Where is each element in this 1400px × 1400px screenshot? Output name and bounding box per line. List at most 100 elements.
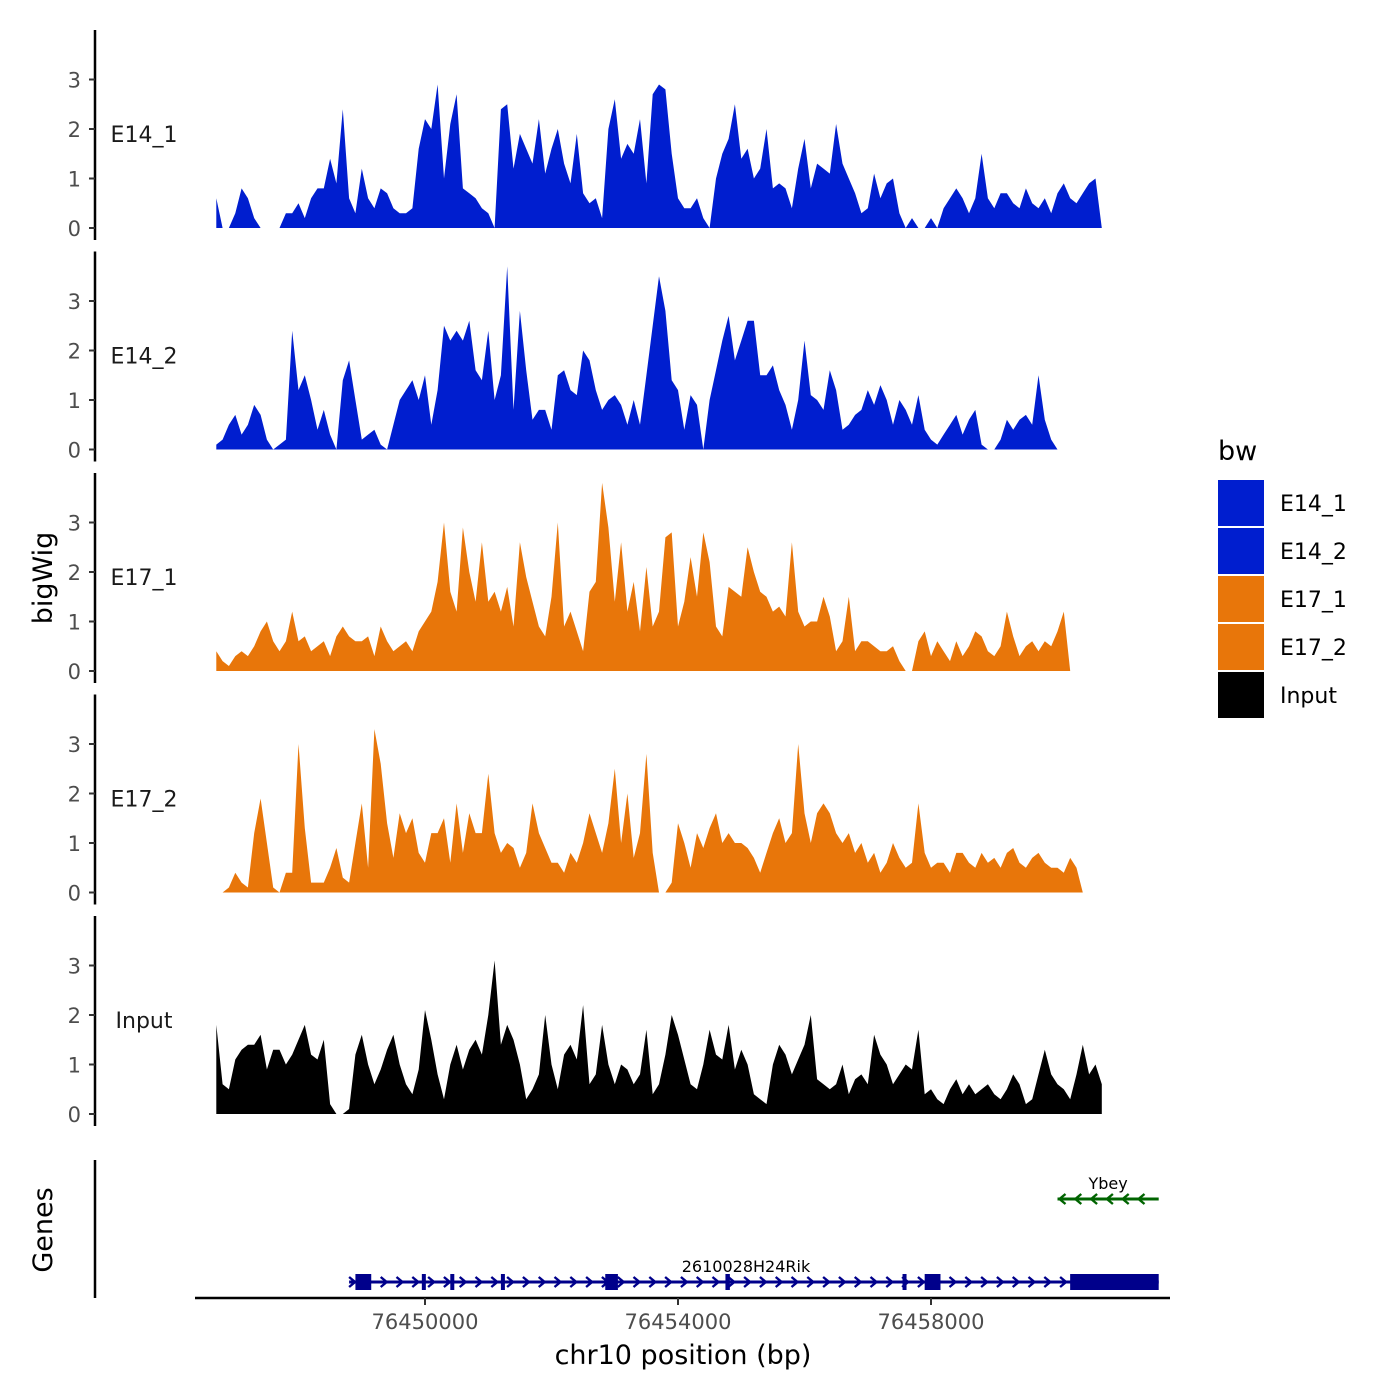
legend-title: bw: [1218, 436, 1257, 467]
y-tick-label: 0: [68, 1103, 81, 1127]
strand-arrow: [759, 1276, 768, 1288]
exon-block: [725, 1274, 730, 1290]
genes-axis-title: Genes: [28, 1187, 59, 1272]
coverage-area-e14-2: [216, 266, 1096, 450]
strand-arrow: [996, 1276, 1005, 1288]
legend: bw E14_1 E14_2 E17_1 E17_2 Input: [1218, 436, 1347, 718]
strand-arrow: [490, 1276, 500, 1288]
legend-label: Input: [1280, 684, 1337, 709]
y-tick-label: 0: [68, 882, 81, 906]
y-tick-label: 1: [68, 1054, 81, 1078]
y-tick-label: 3: [68, 512, 81, 536]
y-tick-label: 1: [68, 611, 81, 635]
y-tick-label: 0: [68, 660, 81, 684]
strand-arrow: [585, 1276, 594, 1288]
legend-label: E14_2: [1280, 540, 1347, 565]
legend-key: [1218, 672, 1264, 718]
legend-key: [1218, 480, 1264, 526]
panel-e14-1: 0 1 2 3 E14_1: [68, 30, 1102, 241]
facet-label: E17_2: [111, 788, 178, 813]
strand-arrow: [1105, 1193, 1114, 1205]
coverage-area-input: [216, 960, 1102, 1114]
y-tick-label: 3: [68, 69, 81, 93]
x-tick-label: 76454000: [625, 1310, 732, 1334]
strand-arrow: [458, 1276, 468, 1288]
strand-arrow: [695, 1276, 705, 1288]
x-tick-label: 76458000: [878, 1310, 985, 1334]
facet-label: E14_2: [111, 345, 178, 370]
strand-arrow: [379, 1276, 389, 1288]
panel-e17-1: 0 1 2 3 E17_1: [68, 473, 1071, 684]
coverage-panels: 0 1 2 3 E14_1 0 1 2 3 E14_2 0 1 2 3 E17_1 0 1 2 3 E17_2 0 1 2 3…: [68, 30, 1102, 1127]
strand-arrow: [948, 1276, 958, 1288]
y-tick-label: 2: [68, 783, 81, 807]
strand-arrow: [885, 1276, 895, 1288]
strand-arrow: [1011, 1276, 1021, 1288]
y-tick-label: 3: [68, 290, 81, 314]
strand-arrow: [1043, 1276, 1053, 1288]
strand-arrow: [569, 1276, 579, 1288]
strand-arrow: [443, 1276, 452, 1288]
exon-block: [1070, 1274, 1159, 1290]
y-tick-label: 1: [68, 168, 81, 192]
strand-arrow: [537, 1276, 547, 1288]
strand-arrow: [474, 1276, 484, 1288]
strand-arrow: [1073, 1193, 1083, 1205]
strand-arrow: [1027, 1276, 1037, 1288]
strand-arrow: [348, 1276, 357, 1288]
y-tick-label: 2: [68, 561, 81, 585]
strand-arrow: [522, 1276, 531, 1288]
strand-arrow: [680, 1276, 689, 1288]
strand-arrow: [1089, 1193, 1098, 1205]
panel-e14-2: 0 1 2 3 E14_2: [68, 251, 1096, 463]
strand-arrow: [1136, 1193, 1146, 1205]
gene-2610028h24rik: 2610028H24Rik: [348, 1257, 1159, 1290]
strand-arrow: [395, 1276, 405, 1288]
legend-label: E17_2: [1280, 636, 1347, 661]
strand-arrow: [806, 1276, 816, 1288]
facet-label: E14_1: [111, 123, 178, 148]
strand-arrow: [1057, 1193, 1067, 1205]
exon-block: [355, 1274, 372, 1290]
strand-arrow: [664, 1276, 673, 1288]
x-axis-title: chr10 position (bp): [555, 1340, 812, 1371]
coverage-area-e17-1: [216, 482, 1071, 671]
facet-label: Input: [116, 1009, 173, 1034]
strand-arrow: [648, 1276, 658, 1288]
strand-arrow: [632, 1276, 642, 1288]
exon-block: [902, 1274, 907, 1290]
x-tick-label: 76450000: [372, 1310, 479, 1334]
strand-arrow: [743, 1276, 752, 1288]
panel-input: 0 1 2 3 Input: [68, 916, 1102, 1127]
strand-arrow: [411, 1276, 421, 1288]
y-tick-label: 1: [68, 832, 81, 856]
legend-key: [1218, 528, 1264, 574]
exon-block: [924, 1274, 941, 1290]
strand-arrow: [980, 1276, 989, 1288]
strand-arrow: [1120, 1193, 1130, 1205]
strand-arrow: [616, 1276, 626, 1288]
strand-arrow: [822, 1276, 831, 1288]
legend-label: E17_1: [1280, 588, 1347, 613]
strand-arrow: [1059, 1276, 1068, 1288]
panel-e17-2: 0 1 2 3 E17_2: [68, 694, 1083, 906]
gene-ybey: Ybey: [1057, 1174, 1159, 1205]
strand-arrow: [853, 1276, 863, 1288]
legend-key: [1218, 576, 1264, 622]
strand-arrow: [506, 1276, 515, 1288]
facet-label: E17_1: [111, 566, 178, 591]
strand-arrow: [727, 1276, 737, 1288]
strand-arrow: [869, 1276, 879, 1288]
strand-arrow: [553, 1276, 563, 1288]
y-tick-label: 1: [68, 389, 81, 413]
strand-arrow: [427, 1276, 436, 1288]
strand-arrow: [838, 1276, 847, 1288]
exon-block: [500, 1274, 505, 1290]
coverage-area-e17-2: [216, 729, 1083, 893]
strand-arrow: [790, 1276, 800, 1288]
exon-block: [450, 1274, 455, 1290]
strand-arrow: [917, 1276, 926, 1288]
legend-key: [1218, 624, 1264, 670]
x-axis: 76450000 76454000 76458000: [195, 1296, 1170, 1334]
